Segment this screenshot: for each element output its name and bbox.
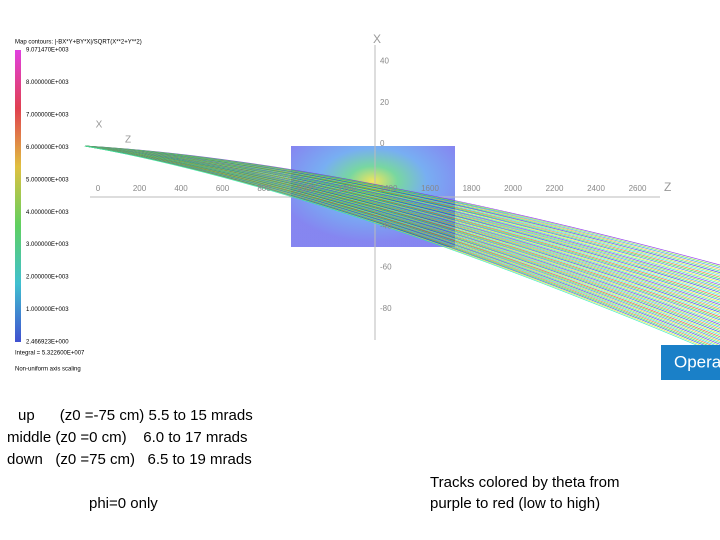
x-tick-label: -60: [380, 263, 392, 272]
scaling: Non-uniform axis scaling: [15, 367, 81, 373]
note-z0: (z0 =-75 cm): [59, 407, 145, 424]
z-tick-label: 400: [174, 184, 188, 193]
z-tick-label: 600: [216, 184, 230, 193]
z-tick-label: 2000: [504, 184, 522, 193]
note-row: down (z0 =75 cm) 6.5 to 19 mrads: [7, 451, 252, 468]
z-tick-label: 0: [96, 184, 101, 193]
color-note: purple to red (low to high): [430, 495, 601, 512]
x-tick-label: 0: [380, 139, 385, 148]
local-x-name: X: [96, 120, 103, 131]
note-label: up: [18, 407, 35, 424]
note-range: 6.5 to 19 mrads: [147, 451, 252, 468]
color-note: Tracks colored by theta from: [430, 474, 620, 491]
level-label: 4.000000E+003: [26, 210, 69, 216]
viewer: Map contours: |-BX*Y+BY*X|/SQRT(X**2+Y**…: [15, 32, 720, 380]
z-tick-label: 2600: [629, 184, 647, 193]
color-scale: [15, 50, 21, 342]
x-tick-label: -40: [380, 222, 392, 231]
z-axis-name: Z: [664, 180, 671, 194]
z-tick-label: 800: [257, 184, 271, 193]
level-label: 9.071470E+003: [26, 48, 69, 54]
note-label: down: [7, 451, 43, 468]
local-z-name: Z: [125, 135, 131, 146]
level-label: 2.466923E+000: [26, 340, 69, 346]
integral: Integral = 5.322600E+007: [15, 351, 85, 357]
z-tick-label: 1000: [297, 184, 315, 193]
legend-title: Map contours: |-BX*Y+BY*X|/SQRT(X**2+Y**…: [15, 40, 142, 46]
level-label: 2.000000E+003: [26, 275, 69, 281]
z-tick-label: 1800: [463, 184, 481, 193]
z-tick-label: 200: [133, 184, 147, 193]
level-label: 5.000000E+003: [26, 177, 69, 183]
logo: Opera: [674, 352, 720, 371]
x-tick-label: -80: [380, 304, 392, 313]
z-tick-label: 1400: [380, 184, 398, 193]
note-row: middle (z0 =0 cm) 6.0 to 17 mrads: [7, 429, 248, 446]
note-range: 5.5 to 15 mrads: [148, 407, 253, 424]
level-label: 6.000000E+003: [26, 145, 69, 151]
note-row: up (z0 =-75 cm) 5.5 to 15 mrads: [18, 407, 253, 424]
note-range: 6.0 to 17 mrads: [143, 429, 248, 446]
z-tick-label: 2400: [587, 184, 605, 193]
x-axis-name: X: [373, 32, 381, 46]
x-tick-label: 40: [380, 57, 389, 66]
level-label: 8.000000E+003: [26, 80, 69, 86]
track: [84, 145, 720, 356]
note-z0: (z0 =75 cm): [55, 451, 135, 468]
x-tick-label: 20: [380, 98, 389, 107]
tracks: [84, 145, 720, 356]
note-z0: (z0 =0 cm): [55, 429, 127, 446]
level-label: 7.000000E+003: [26, 112, 69, 118]
note-label: middle: [7, 429, 52, 446]
phi-note: phi=0 only: [89, 495, 158, 512]
z-tick-label: 2200: [546, 184, 564, 193]
z-tick-label: 1200: [338, 184, 356, 193]
z-tick-label: 1600: [421, 184, 439, 193]
level-label: 3.000000E+003: [26, 242, 69, 248]
logo-box: [661, 345, 720, 380]
level-label: 1.000000E+003: [26, 307, 69, 313]
